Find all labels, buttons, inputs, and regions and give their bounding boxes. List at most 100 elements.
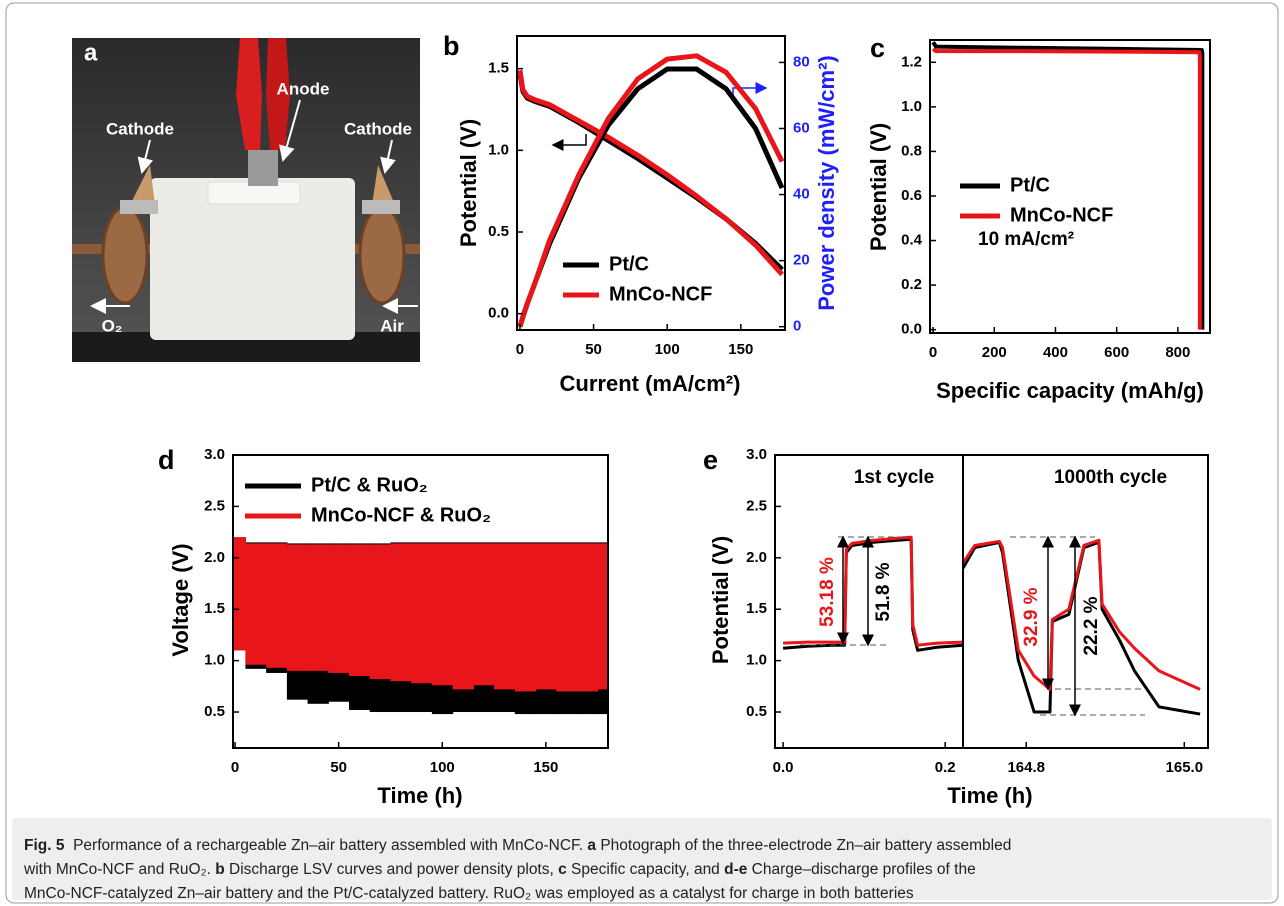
band-segment bbox=[390, 543, 412, 682]
band-segment bbox=[514, 543, 537, 692]
band-segment bbox=[597, 543, 608, 690]
x-tick-label: 0 bbox=[516, 341, 524, 358]
caption-run: MnCo-NCF-catalyzed Zn–air battery and th… bbox=[24, 885, 914, 902]
y-tick-label: 0.8 bbox=[901, 142, 922, 159]
caption-line: with MnCo-NCF and RuO₂. b Discharge LSV … bbox=[23, 861, 976, 878]
caption-run: Fig. 5 bbox=[24, 837, 65, 854]
band-segment bbox=[411, 543, 433, 684]
y-tick-label: 1.2 bbox=[901, 53, 922, 70]
photo-label: Air bbox=[380, 316, 404, 335]
x-axis-label: Current (mA/cm²) bbox=[560, 371, 741, 396]
pointer bbox=[380, 139, 396, 174]
y-tick-label: 1.0 bbox=[901, 98, 922, 115]
y-tick-label: 1.0 bbox=[204, 652, 225, 669]
y-tick-label: 0.4 bbox=[901, 232, 923, 249]
caption-run: d-e bbox=[724, 861, 748, 878]
x-tick-label: 50 bbox=[585, 341, 602, 358]
legend-label: Pt/C bbox=[1010, 174, 1050, 196]
x-tick-label: 800 bbox=[1165, 344, 1190, 361]
photo-label: Cathode bbox=[106, 119, 174, 138]
data-line bbox=[931, 41, 1205, 330]
band-segment bbox=[431, 543, 454, 686]
x-axis-label: Time (h) bbox=[947, 783, 1032, 808]
band-segment bbox=[233, 537, 247, 651]
legend-label: Pt/C & RuO₂ bbox=[311, 474, 428, 496]
x-tick-label: 200 bbox=[982, 344, 1007, 361]
cathode-tab bbox=[372, 165, 395, 205]
caption: Fig. 5 Performance of a rechargeable Zn–… bbox=[23, 837, 1011, 902]
data-line bbox=[931, 47, 1202, 330]
photo-label: Anode bbox=[277, 79, 330, 98]
y-tick-label: 0.0 bbox=[488, 305, 509, 322]
span-label: 32.9 % bbox=[1021, 587, 1042, 646]
span-label: 53.18 % bbox=[817, 557, 838, 627]
y2-axis-label: Power density (mW/cm²) bbox=[814, 55, 839, 310]
data-line bbox=[517, 53, 785, 328]
annotation: 10 mA/cm² bbox=[978, 229, 1074, 250]
x-tick-label: 100 bbox=[430, 759, 455, 776]
caption-run: Photograph of the three-electrode Zn–air… bbox=[596, 837, 1011, 854]
band-segment bbox=[494, 543, 516, 690]
y-tick-label: 3.0 bbox=[204, 446, 225, 463]
x-tick-label: 0.2 bbox=[935, 759, 956, 776]
x-tick-label: 165.0 bbox=[1166, 759, 1204, 776]
band-segment bbox=[556, 543, 578, 692]
plot-frame bbox=[516, 35, 786, 331]
data-line bbox=[963, 538, 1201, 691]
caption-run: Discharge LSV curves and power density p… bbox=[225, 861, 558, 878]
axis-pointer bbox=[551, 134, 587, 151]
y2-tick-label: 60 bbox=[793, 119, 810, 136]
clip bbox=[266, 38, 290, 150]
cathode-disc bbox=[101, 205, 149, 305]
y-tick-label: 2.0 bbox=[204, 549, 225, 566]
caption-box bbox=[12, 818, 1272, 900]
photo-label: Cathode bbox=[344, 119, 412, 138]
y-tick-label: 2.5 bbox=[746, 497, 767, 514]
cathode-clip bbox=[362, 200, 400, 214]
caption-run: with MnCo-NCF and RuO₂. bbox=[23, 861, 215, 878]
y-tick-label: 0.5 bbox=[204, 703, 225, 720]
band-segment bbox=[286, 544, 309, 671]
band-segment bbox=[576, 543, 599, 692]
legend-label: Pt/C bbox=[609, 253, 649, 275]
caption-line: Fig. 5 Performance of a rechargeable Zn–… bbox=[24, 837, 1011, 854]
span-label: 22.2 % bbox=[1081, 596, 1102, 655]
plot-area bbox=[963, 538, 1201, 716]
y2-tick-label: 20 bbox=[793, 252, 810, 269]
plot-area bbox=[233, 537, 608, 715]
plot-area bbox=[931, 41, 1205, 330]
cell-body bbox=[150, 178, 355, 340]
cathode-disc bbox=[358, 205, 406, 305]
cathode-tab bbox=[130, 165, 155, 205]
caption-run: Specific capacity, and bbox=[567, 861, 724, 878]
span-label: 51.8 % bbox=[873, 562, 894, 621]
y-tick-label: 1.5 bbox=[204, 600, 225, 617]
y-axis-label: Voltage (V) bbox=[168, 543, 193, 656]
y-tick-label: 2.0 bbox=[746, 549, 767, 566]
caption-run: b bbox=[215, 861, 224, 878]
y-tick-label: 0.2 bbox=[901, 276, 922, 293]
anode bbox=[248, 150, 278, 186]
x-tick-label: 164.8 bbox=[1007, 759, 1045, 776]
band-segment bbox=[245, 543, 267, 665]
x-tick-label: 0 bbox=[929, 344, 937, 361]
y-tick-label: 3.0 bbox=[746, 446, 767, 463]
y-tick-label: 1.0 bbox=[746, 652, 767, 669]
x-tick-label: 150 bbox=[533, 759, 558, 776]
y-tick-label: 1.5 bbox=[746, 600, 767, 617]
caption-run: c bbox=[558, 861, 567, 878]
y2-tick-label: 40 bbox=[793, 186, 810, 203]
panel-title: 1st cycle bbox=[854, 467, 934, 488]
x-tick-label: 0 bbox=[231, 759, 239, 776]
band-segment bbox=[307, 544, 329, 671]
caption-line: MnCo-NCF-catalyzed Zn–air battery and th… bbox=[24, 885, 914, 902]
x-tick-label: 400 bbox=[1043, 344, 1068, 361]
photo-label: O₂ bbox=[102, 316, 123, 335]
x-axis-label: Time (h) bbox=[377, 783, 462, 808]
x-axis-label: Specific capacity (mAh/g) bbox=[936, 378, 1204, 403]
plot-area bbox=[517, 53, 785, 328]
data-line bbox=[517, 69, 784, 277]
band-segment bbox=[452, 543, 474, 690]
x-tick-label: 150 bbox=[728, 341, 753, 358]
